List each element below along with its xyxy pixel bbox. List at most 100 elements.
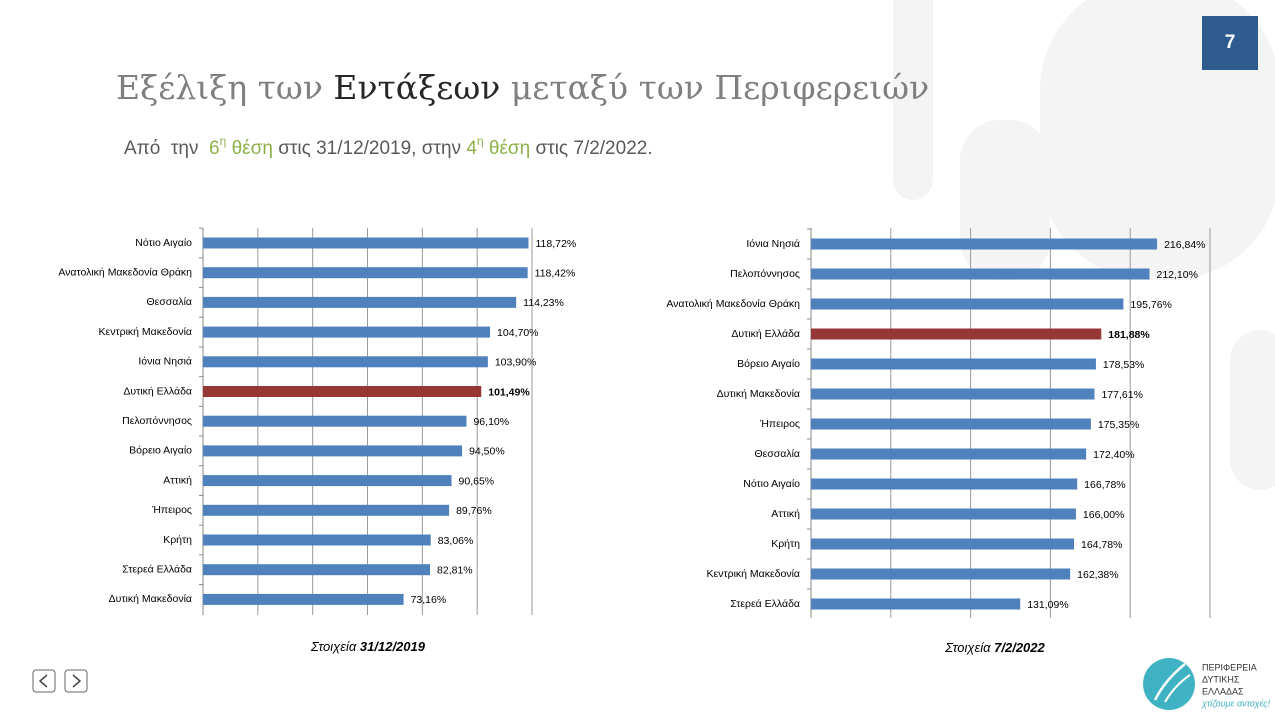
bar (203, 296, 517, 308)
bar (203, 415, 467, 427)
category-label: Κεντρική Μακεδονία (99, 326, 192, 338)
logo-line (1164, 674, 1191, 703)
value-label: 178,53% (1103, 359, 1144, 371)
category-label: Κεντρική Μακεδονία (707, 568, 800, 580)
bar (811, 538, 1074, 550)
bar (203, 267, 528, 279)
nav-next-icon[interactable] (72, 674, 82, 688)
category-label: Θεσσαλία (146, 296, 192, 308)
title-part: Εξέλιξη των (116, 68, 333, 107)
category-label: Νότιο Αιγαίο (743, 478, 800, 490)
value-label: 114,23% (523, 297, 564, 309)
value-label: 118,42% (535, 267, 576, 279)
chart-caption: Στοιχεία 7/2/2022 (944, 640, 1045, 655)
category-label: Αττική (163, 474, 192, 486)
value-label: 73,16% (411, 594, 447, 606)
logo-text: ΔΥΤΙΚΗΣ (1202, 674, 1240, 684)
category-label: Δυτική Ελλάδα (123, 385, 192, 397)
bar-chart: Ιόνια Νησιά 216,84% Πελοπόννησος 212,10% Ανα… (666, 228, 1211, 655)
subtitle-part: στις 7/2/2022. (530, 138, 652, 159)
slide-subtitle: Από την 6η θέση στις 31/12/2019, στην 4η… (124, 134, 653, 159)
category-label: Αττική (771, 508, 800, 520)
caption-part: Στοιχεία (310, 639, 360, 654)
logo-text: χτίζουμε αντοχές! (1201, 698, 1271, 708)
nav-prev-button[interactable] (32, 669, 56, 693)
caption-part: Στοιχεία (944, 640, 994, 655)
category-label: Δυτική Μακεδονία (717, 388, 800, 400)
bar (203, 564, 431, 576)
nav-prev-icon[interactable] (38, 674, 48, 688)
value-label: 118,72% (535, 238, 576, 250)
category-label: Νότιο Αιγαίο (135, 237, 192, 249)
bar (203, 475, 452, 487)
nav-next-button[interactable] (64, 669, 88, 693)
value-label: 94,50% (469, 446, 505, 458)
category-label: Πελοπόννησος (730, 268, 800, 280)
bar (811, 448, 1087, 460)
category-label: Βόρειο Αιγαίο (737, 358, 800, 370)
title-part: Εντάξεων (333, 68, 500, 107)
bar (811, 478, 1078, 490)
category-label: Δυτική Ελλάδα (731, 328, 800, 340)
bar (203, 593, 404, 605)
subtitle-part: η (220, 134, 227, 148)
bar (811, 298, 1124, 310)
value-label: 166,78% (1084, 479, 1125, 491)
category-label: Δυτική Μακεδονία (109, 593, 192, 605)
subtitle-part: θέση (226, 138, 273, 159)
logo-text: ΠΕΡΙΦΕΡΕΙΑ (1202, 662, 1257, 672)
value-label: 172,40% (1093, 449, 1134, 461)
value-label: 82,81% (437, 564, 473, 576)
category-label: Στερεά Ελλάδα (730, 598, 800, 610)
value-label: 175,35% (1098, 419, 1139, 431)
chart-caption: Στοιχεία 31/12/2019 (310, 639, 426, 654)
category-label: Πελοπόννησος (122, 415, 192, 427)
bar (203, 534, 431, 546)
category-label: Στερεά Ελλάδα (122, 563, 192, 575)
value-label: 216,84% (1164, 239, 1205, 251)
logo: ΠΕΡΙΦΕΡΕΙΑ ΔΥΤΙΚΗΣ ΕΛΛΑΔΑΣ χτίζουμε αντο… (1143, 658, 1271, 710)
subtitle-part: 4 (466, 138, 477, 159)
value-label: 96,10% (473, 416, 509, 428)
bar (811, 508, 1076, 520)
category-label: Ιόνια Νησιά (746, 238, 800, 250)
logo-text: ΕΛΛΑΔΑΣ (1202, 686, 1244, 696)
bar (811, 418, 1091, 430)
subtitle-part: η (477, 134, 484, 148)
caption-part: 31/12/2019 (360, 639, 426, 654)
bar (811, 238, 1158, 250)
bar (811, 568, 1071, 580)
value-label: 181,88% (1108, 329, 1150, 341)
category-label: Κρήτη (163, 534, 192, 546)
category-label: Ανατολική Μακεδονία Θράκη (666, 298, 800, 310)
caption-part: 7/2/2022 (994, 640, 1045, 655)
bar (811, 328, 1102, 340)
bar (203, 326, 491, 338)
slide-title: Εξέλιξη των Εντάξεων μεταξύ των Περιφερε… (116, 68, 929, 107)
subtitle-part: στις 31/12/2019, στην (273, 138, 466, 159)
value-label: 104,70% (497, 327, 538, 339)
subtitle-part: 6 (209, 138, 220, 159)
nav-prev[interactable] (32, 669, 56, 693)
bar (203, 445, 463, 457)
title-part: μεταξύ των Περιφερειών (500, 68, 929, 107)
subtitle-part: Από την (124, 138, 209, 159)
category-label: Ιόνια Νησιά (138, 356, 192, 368)
value-label: 166,00% (1083, 509, 1124, 521)
subtitle-part: θέση (484, 138, 531, 159)
bar (203, 386, 482, 397)
category-label: Ήπειρος (151, 504, 192, 516)
nav-next[interactable] (64, 669, 88, 693)
value-label: 177,61% (1101, 389, 1142, 401)
page-number-shape (1202, 16, 1258, 70)
value-label: 83,06% (438, 535, 474, 547)
bar (203, 356, 488, 368)
value-label: 131,09% (1027, 599, 1068, 611)
category-label: Θεσσαλία (754, 448, 800, 460)
value-label: 90,65% (459, 475, 495, 487)
bar (811, 388, 1095, 400)
logo-mark (1143, 658, 1195, 710)
bar (203, 504, 450, 516)
bar (203, 237, 529, 249)
